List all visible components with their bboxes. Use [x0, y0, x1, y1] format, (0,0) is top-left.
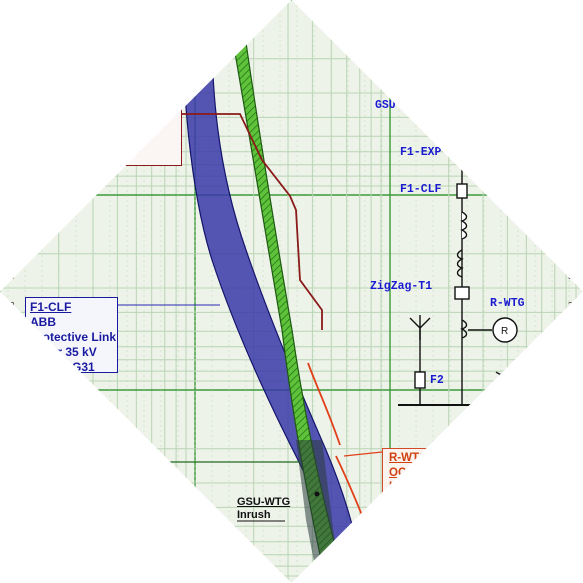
clf-info-box[interactable]: F1-CLF ABB Protective Link Other 35 kV 4… — [25, 297, 118, 374]
reactor-symbol — [460, 211, 468, 240]
one-line-clf-label[interactable]: F1-CLF — [400, 183, 442, 196]
transformer-info-line2: Grd — [119, 134, 141, 148]
exp-fuse-symbol — [456, 144, 468, 160]
relay-info-title: R-WTG - P — [389, 452, 446, 464]
clf-info-line4: 45B995G31 — [30, 360, 95, 374]
transformer-info-line3: 0.58 — [109, 149, 133, 163]
right-tick-3: 3 — [568, 301, 573, 310]
relay-info-box[interactable]: R-WTG - P OC1 IAC Ver Pick Ti — [382, 448, 472, 528]
relay-info-line2: IAC Ver — [389, 481, 430, 493]
inrush-subtitle: Inrush — [237, 509, 271, 521]
relay-info-line4: Ti — [389, 510, 400, 522]
left-tick-5: 5 — [10, 272, 15, 281]
clf-info-title: F1-CLF — [30, 300, 72, 314]
breaker-symbol — [454, 286, 470, 300]
one-line-gsu-label[interactable]: GSU-WTG — [375, 99, 424, 112]
transformer-info-box[interactable]: ry) 7 %Z Grd 0.58 — [0, 104, 182, 166]
relay-symbol — [492, 317, 518, 343]
clf-info-line3: Other 35 kV — [30, 345, 97, 359]
clf-info-line2: Protective Link — [30, 330, 117, 344]
clf-fuse-symbol — [456, 183, 468, 199]
relay-info-line3: Pick — [389, 495, 413, 508]
transformer-damage-curve[interactable] — [182, 113, 323, 330]
gen-transformer-symbol — [495, 371, 515, 393]
one-line-relay-label[interactable]: R-WTG — [490, 297, 525, 310]
inrush-title: GSU-WTG — [237, 496, 291, 508]
relay-symbol-label: R — [501, 326, 508, 337]
ct2-symbol — [460, 319, 468, 339]
relay-curve-upper[interactable] — [307, 362, 341, 446]
left-tick-3: 3 — [10, 301, 15, 310]
transformer-info-line1: ry) 7 %Z — [109, 119, 156, 133]
one-line-exp-label[interactable]: F1-EXP — [400, 146, 442, 159]
right-tick-5: 5 — [568, 272, 573, 281]
inrush-point[interactable] — [314, 491, 320, 497]
relay-info-line1: OC1 — [389, 466, 413, 479]
zigzag-symbol — [409, 317, 431, 340]
f2-fuse-symbol — [414, 371, 426, 389]
one-line-zigzag-label[interactable]: ZigZag-T1 — [370, 280, 433, 293]
one-line-f2-label[interactable]: F2 — [430, 374, 444, 387]
ct-symbol — [456, 249, 464, 278]
clf-fuse-band[interactable] — [181, 0, 366, 583]
clf-info-line1: ABB — [30, 315, 56, 329]
relay-leader — [343, 451, 383, 457]
